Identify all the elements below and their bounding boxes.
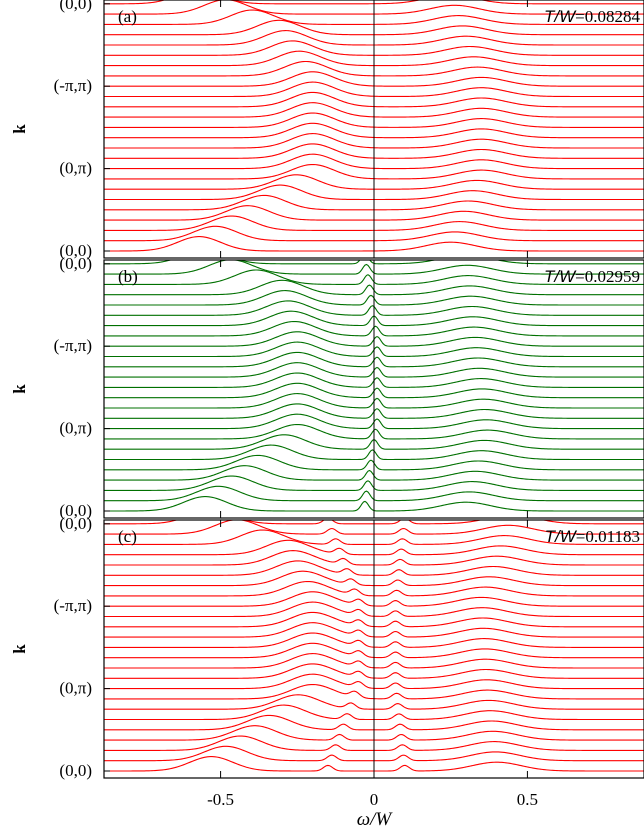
- k-tick-label: (0,0): [59, 241, 92, 260]
- y-axis-label: k: [10, 384, 29, 394]
- panel-label: (a): [118, 7, 137, 26]
- k-tick-label: (-π,π): [54, 336, 92, 355]
- k-tick-label: (0,π): [59, 679, 92, 698]
- panel-a: (0,0) (-π,π) (0,π) (0,0) k (a) T/W=0.08284: [10, 0, 644, 260]
- panel-b: (0,0) (-π,π) (0,π) (0,0) k (b) T/W=0.02959: [10, 254, 644, 520]
- k-tick-label: (0,π): [59, 419, 92, 438]
- x-tick-label: 0.5: [517, 790, 538, 809]
- panel-label: (c): [118, 527, 137, 546]
- k-tick-label: (0,0): [59, 514, 92, 533]
- x-axis: -0.5 0 0.5 ω/W: [207, 790, 538, 829]
- x-axis-label: ω/W: [357, 809, 394, 829]
- temperature-label: T/W=0.01183: [545, 527, 640, 546]
- y-axis-label: k: [10, 644, 29, 654]
- k-tick-label: (0,0): [59, 254, 92, 273]
- k-tick-label: (-π,π): [54, 596, 92, 615]
- k-tick-label: (0,π): [59, 159, 92, 178]
- x-tick-label: 0: [370, 790, 379, 809]
- y-axis-label: k: [10, 124, 29, 134]
- k-tick-label: (0,0): [59, 501, 92, 520]
- x-tick-label: -0.5: [207, 790, 234, 809]
- panel-label: (b): [118, 267, 138, 286]
- k-tick-label: (-π,π): [54, 76, 92, 95]
- k-tick-label: (0,0): [59, 0, 92, 13]
- temperature-label: T/W=0.02959: [544, 267, 640, 286]
- temperature-label: T/W=0.08284: [544, 7, 640, 26]
- k-tick-label: (0,0): [59, 761, 92, 780]
- panel-c: (0,0) (-π,π) (0,π) (0,0) k (c) T/W=0.01183: [10, 514, 644, 780]
